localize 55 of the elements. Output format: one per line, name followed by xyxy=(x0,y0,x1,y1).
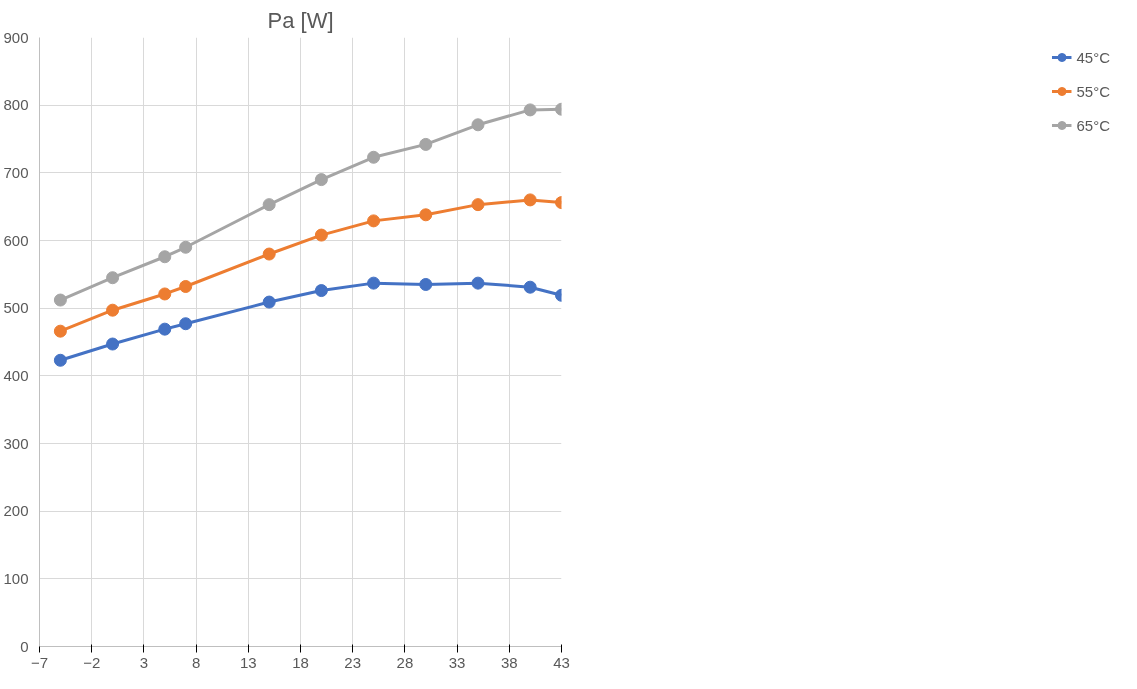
y-tick-label: 700 xyxy=(3,163,29,181)
point xyxy=(262,198,276,212)
x-tick-label: 13 xyxy=(239,653,257,671)
point xyxy=(367,214,381,228)
point xyxy=(179,280,193,293)
point xyxy=(158,250,172,264)
x-tick-label: 18 xyxy=(292,653,309,671)
legend-label: 45°C xyxy=(1076,48,1110,66)
point xyxy=(179,240,193,254)
x-tick-label: 43 xyxy=(553,653,570,671)
point xyxy=(419,278,433,291)
y-tick-label: 0 xyxy=(20,637,29,655)
point xyxy=(314,228,328,242)
point xyxy=(106,303,120,317)
point xyxy=(367,276,381,290)
y-tick-label: 200 xyxy=(3,502,29,520)
x-tick-label: 3 xyxy=(139,653,149,671)
point xyxy=(419,208,433,222)
point xyxy=(53,353,67,367)
y-tick-label: 500 xyxy=(3,299,29,317)
x-tick-label: 38 xyxy=(500,653,518,671)
y-tick-label: 900 xyxy=(3,28,29,46)
chart-title: Pa [W] xyxy=(267,7,334,33)
point xyxy=(179,317,193,331)
point xyxy=(53,324,67,338)
point xyxy=(471,276,485,290)
point xyxy=(314,284,328,298)
point xyxy=(106,271,120,285)
point xyxy=(523,280,537,294)
point xyxy=(471,198,485,212)
x-tick-label: 23 xyxy=(344,653,362,671)
legend-label: 65°C xyxy=(1076,116,1110,134)
x-tick-label: 33 xyxy=(448,653,466,671)
point xyxy=(314,173,328,187)
point xyxy=(367,150,381,164)
legend-label: 55°C xyxy=(1076,82,1110,100)
point xyxy=(471,118,485,132)
point xyxy=(158,322,172,336)
point xyxy=(106,337,120,351)
point xyxy=(262,247,276,261)
y-tick-label: 600 xyxy=(3,231,29,249)
y-tick-label: 800 xyxy=(3,96,29,114)
point xyxy=(53,293,67,307)
x-tick-label: 28 xyxy=(396,653,414,671)
x-tick-label: −2 xyxy=(83,653,101,671)
point xyxy=(523,103,537,117)
x-tick-label: −7 xyxy=(30,653,49,671)
point xyxy=(262,295,276,309)
x-tick-label: 8 xyxy=(191,653,201,671)
point xyxy=(523,193,537,207)
y-tick-label: 400 xyxy=(3,366,29,384)
point xyxy=(158,287,172,301)
y-tick-label: 300 xyxy=(3,434,29,452)
point xyxy=(419,137,433,151)
y-tick-label: 100 xyxy=(3,569,29,587)
